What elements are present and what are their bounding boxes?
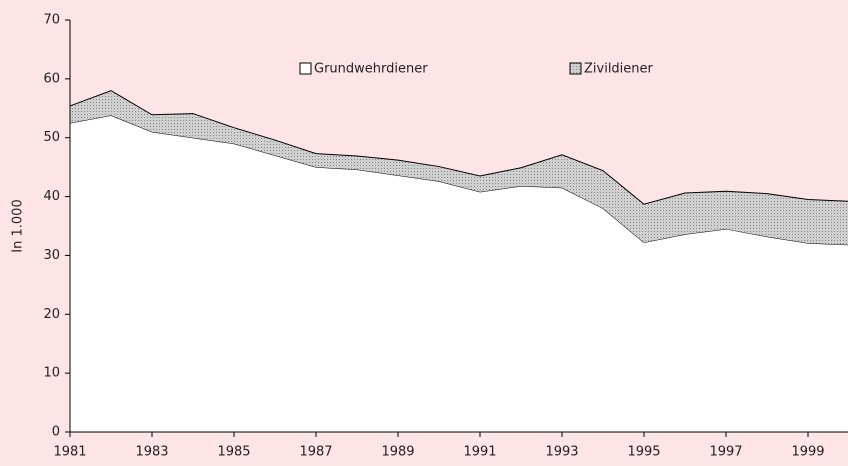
y-tick-label: 20 — [43, 307, 60, 322]
y-tick-label: 70 — [43, 13, 60, 28]
x-tick-label: 1991 — [463, 445, 496, 460]
legend-swatch — [569, 62, 582, 75]
legend-swatch — [299, 62, 312, 75]
y-tick-label: 10 — [43, 366, 60, 381]
x-tick-label: 1983 — [135, 445, 168, 460]
y-tick-label: 60 — [43, 71, 60, 86]
y-axis-title: In 1.000 — [11, 199, 26, 252]
y-tick-label: 0 — [52, 425, 60, 440]
x-tick-label: 1987 — [299, 445, 332, 460]
area — [70, 90, 848, 245]
x-tick-label: 1985 — [217, 445, 250, 460]
x-tick-label: 1993 — [545, 445, 578, 460]
legend-label: Grundwehrdiener — [314, 62, 428, 77]
x-tick-label: 1989 — [381, 445, 414, 460]
x-tick-label: 1981 — [53, 445, 86, 460]
y-tick-label: 40 — [43, 189, 60, 204]
y-tick-label: 50 — [43, 130, 60, 145]
area — [70, 115, 848, 432]
area-line — [69, 90, 848, 205]
legend-label: Zivildiener — [584, 62, 654, 77]
x-tick-label: 1995 — [627, 445, 660, 460]
x-tick-label: 1999 — [791, 445, 824, 460]
y-tick-label: 30 — [43, 248, 60, 263]
x-tick-label: 1997 — [709, 445, 742, 460]
